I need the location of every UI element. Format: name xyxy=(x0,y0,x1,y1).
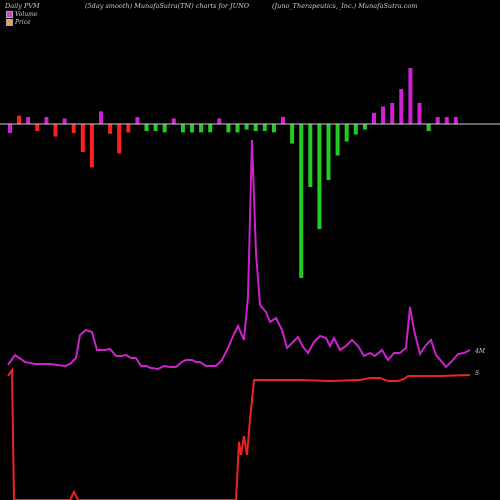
volume-bars xyxy=(8,68,458,278)
volume-bar xyxy=(453,117,458,124)
volume-bar xyxy=(171,118,176,124)
volume-bar xyxy=(235,124,240,133)
volume-bar xyxy=(217,118,222,124)
volume-bar xyxy=(89,124,94,168)
volume-bar xyxy=(253,124,258,131)
volume-bar xyxy=(281,117,285,124)
volume-swatch xyxy=(6,11,13,18)
volume-bar xyxy=(199,124,204,133)
price-swatch xyxy=(6,19,13,26)
volume-bar xyxy=(153,124,158,131)
volume-bar xyxy=(399,89,404,124)
volume-bar xyxy=(426,124,431,131)
volume-bar xyxy=(244,124,249,130)
volume-bar xyxy=(372,112,376,124)
volume-bar xyxy=(8,124,12,134)
volume-bar xyxy=(135,117,140,124)
legend-volume-label: Volume xyxy=(15,11,38,18)
volume-bar xyxy=(26,117,31,124)
chart-title: (5day smooth) MunafaSutra(TM) charts for… xyxy=(85,2,250,10)
price-line xyxy=(7,366,471,500)
volume-bar xyxy=(80,124,85,152)
volume-bar xyxy=(417,103,422,124)
volume-bar xyxy=(344,124,349,142)
volume-bar xyxy=(381,106,386,124)
volume-bar xyxy=(208,124,213,133)
volume-bar xyxy=(408,68,413,124)
volume-bar xyxy=(162,124,167,133)
volume-bar xyxy=(71,124,76,134)
volume-bar xyxy=(53,124,58,137)
volume-bar xyxy=(126,124,131,133)
volume-bar xyxy=(144,124,149,131)
volume-bar xyxy=(317,124,322,229)
volume-bar xyxy=(435,117,440,124)
volume-bar xyxy=(326,124,331,180)
chart-type-label: Daily PVM xyxy=(5,2,40,10)
legend-price: Price xyxy=(6,19,31,26)
legend-volume: Volume xyxy=(6,11,37,18)
volume-bar xyxy=(17,115,22,124)
volume-bar xyxy=(62,118,67,124)
volume-bar xyxy=(44,117,49,124)
volume-bar xyxy=(444,117,449,124)
volume-bar xyxy=(226,124,231,133)
volume-bar xyxy=(117,124,122,154)
volume-bar xyxy=(353,124,358,135)
chart-source: (Juno_Therapeutics,_Inc.) MunafaSutra.co… xyxy=(272,2,418,10)
volume-bar xyxy=(190,124,194,133)
volume-bar xyxy=(99,111,103,124)
volume-bar xyxy=(271,124,276,133)
price-end-label: S xyxy=(475,370,479,377)
volume-bar xyxy=(362,124,367,130)
volume-bar xyxy=(299,124,304,278)
volume-bar xyxy=(335,124,340,156)
volume-bar xyxy=(262,124,267,131)
volume-end-label: 4M xyxy=(474,348,486,355)
volume-bar xyxy=(108,124,113,134)
volume-bar xyxy=(390,103,395,124)
volume-bar xyxy=(35,124,40,131)
volume-bar xyxy=(180,124,185,133)
volume-bar xyxy=(308,124,313,187)
volume-line xyxy=(7,139,471,371)
legend-price-label: Price xyxy=(15,19,31,26)
volume-bar xyxy=(290,124,295,144)
